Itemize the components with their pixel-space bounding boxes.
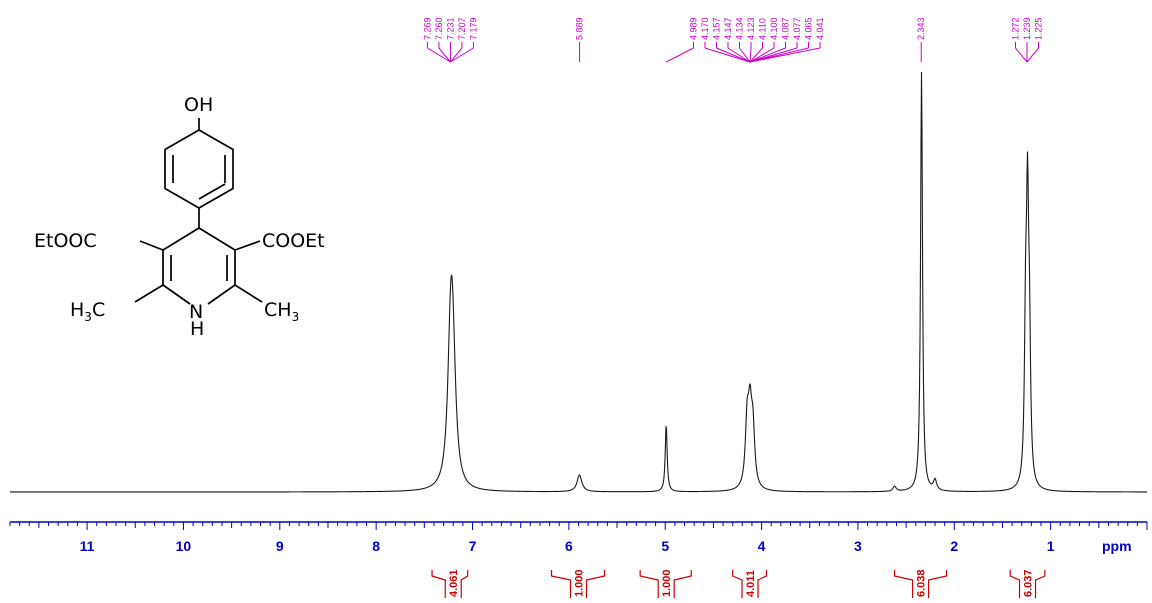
left-methyl-c: C	[92, 299, 105, 321]
peak-label-leader	[665, 47, 694, 63]
peak-label-layer: 7.269 7.260 7.231 7.207 7.179 5.889 4.989 4.170…	[422, 17, 1044, 63]
integral-bracket	[639, 570, 692, 598]
peak-label: 4.100	[769, 17, 779, 40]
axis-tick-label: 3	[854, 538, 862, 554]
peak-label: 4.134	[735, 17, 745, 40]
right-methyl-label: CH3	[264, 299, 299, 324]
peak-label-leader	[749, 47, 821, 63]
axis-unit-label: ppm	[1102, 538, 1132, 554]
peak-label: 5.889	[575, 17, 585, 40]
peak-label-leader	[749, 47, 752, 63]
peak-label: 7.207	[457, 17, 467, 40]
integral-value: 6.038	[916, 569, 928, 597]
axis-tick-label: 7	[469, 538, 477, 554]
integral-value: 4.061	[448, 569, 460, 597]
peak-label: 4.087	[781, 17, 791, 40]
peak-label: 1.225	[1034, 17, 1044, 40]
axis-tick-label: 5	[661, 538, 669, 554]
peak-label-leader	[450, 47, 474, 63]
left-methyl-label: H3C	[70, 299, 105, 324]
hydroxyl-label: OH	[184, 94, 213, 116]
structure-bonds	[134, 118, 263, 305]
integral-value: 6.037	[1023, 569, 1035, 597]
integral-bracket	[1009, 570, 1046, 598]
peak-label: 4.147	[723, 17, 733, 40]
peak-label: 4.110	[758, 18, 768, 40]
peak-label-leader	[749, 47, 763, 63]
peak-label: 7.231	[445, 17, 455, 40]
axis-tick-label: 10	[176, 538, 192, 554]
axis-tick-label: 8	[372, 538, 380, 554]
right-ester-label: COOEt	[262, 230, 325, 252]
peak-label: 4.065	[804, 17, 814, 40]
peak-label-leader	[1015, 47, 1028, 63]
peak-label-leader	[704, 47, 751, 63]
peak-label: 4.041	[815, 17, 825, 40]
integral-value: 1.000	[574, 569, 586, 597]
integral-bracket	[732, 570, 767, 598]
peak-label-leader	[749, 47, 775, 63]
right-methyl-ch: CH	[264, 299, 292, 321]
integral-bracket	[550, 570, 606, 598]
integral-value: 1.000	[661, 569, 673, 597]
left-methyl-subscript: 3	[84, 310, 92, 324]
peak-label: 4.157	[712, 17, 722, 40]
peak-label: 7.269	[422, 17, 432, 40]
peak-label-leader	[438, 47, 451, 63]
trace-layer	[10, 71, 1147, 493]
axis-tick-label: 4	[758, 538, 766, 554]
peak-label: 1.239	[1022, 17, 1032, 40]
integral-bracket	[431, 570, 469, 598]
peak-label-leader	[727, 47, 751, 63]
axis-tick-label: 1	[1047, 538, 1055, 554]
integral-value: 4.011	[745, 570, 757, 597]
spectrum-trace	[10, 71, 1147, 493]
left-methyl-h: H	[70, 299, 84, 321]
axis-tick-label: 6	[565, 538, 573, 554]
peak-label: 7.179	[468, 17, 478, 40]
molecule-structure: OH EtOOC COOEt N H H3C CH3	[34, 94, 325, 340]
peak-label: 4.077	[792, 17, 802, 40]
integral-bracket	[893, 570, 948, 598]
peak-label: 4.170	[700, 17, 710, 40]
peak-label: 2.343	[916, 17, 926, 40]
peak-label: 4.123	[746, 17, 756, 40]
peak-label-leader	[716, 47, 751, 63]
ring-nh-hydrogen-label: H	[190, 318, 204, 340]
ring-nitrogen-label: N	[189, 301, 203, 323]
peak-label-leader	[739, 47, 751, 63]
axis-tick-label: 11	[80, 538, 95, 554]
integral-layer: 4.061 1.000 1.000 4.011 6.038 6.037	[431, 569, 1046, 598]
axis-tick-label: 9	[276, 538, 284, 554]
ppm-axis: 11 10 9 8 7 6 5 4 3 2 1 ppm	[9, 521, 1148, 554]
axis-tick-label: 2	[950, 538, 958, 554]
peak-label: 4.989	[689, 17, 699, 40]
peak-label-leader	[1026, 47, 1039, 63]
peak-label-leader	[749, 47, 786, 63]
right-methyl-subscript: 3	[292, 310, 300, 324]
peak-label-leader	[427, 47, 451, 63]
left-ester-label: EtOOC	[34, 230, 97, 252]
peak-label-leader	[450, 47, 463, 63]
peak-label: 1.272	[1011, 17, 1021, 40]
peak-label: 7.260	[434, 17, 444, 40]
